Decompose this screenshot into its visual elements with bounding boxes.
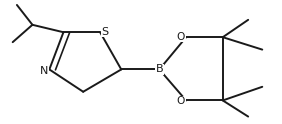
Text: N: N xyxy=(40,66,49,76)
Text: B: B xyxy=(155,64,163,74)
Text: O: O xyxy=(177,32,185,42)
Text: O: O xyxy=(177,96,185,106)
Text: S: S xyxy=(102,27,109,37)
